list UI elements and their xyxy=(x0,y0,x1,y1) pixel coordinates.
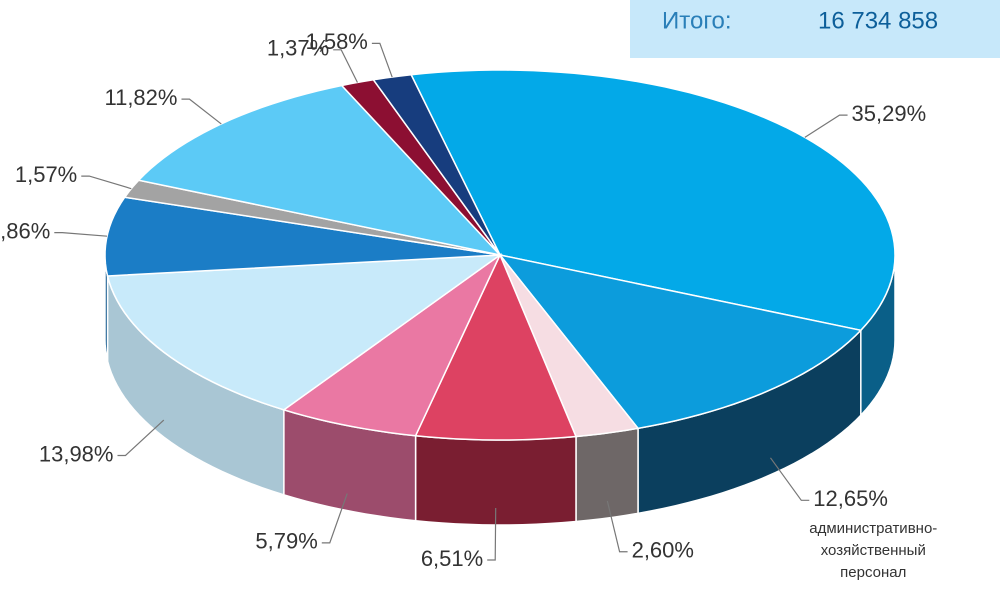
slice xyxy=(414,253,578,441)
total-value: 16 734 858 xyxy=(818,7,938,34)
data-label: 1,57% xyxy=(15,162,77,187)
leader-line xyxy=(321,493,348,544)
total-box xyxy=(630,0,1000,58)
data-label: 6,86% xyxy=(0,218,50,243)
leader-line xyxy=(804,114,848,138)
leader-line xyxy=(54,232,108,237)
slice-side xyxy=(575,427,639,523)
leader-line xyxy=(117,419,165,457)
slice xyxy=(282,252,502,437)
category-label: административно-хозяйственный персонал xyxy=(809,520,938,582)
slice xyxy=(104,196,501,277)
leader-line xyxy=(81,175,132,190)
slice xyxy=(409,69,896,332)
leader-line xyxy=(606,500,628,553)
data-label: 6,51% xyxy=(421,546,483,571)
labels: 35,29% 12,65% 2,60% 6,51% 5,79% 13,98% 6,86% 1,… xyxy=(0,29,926,571)
leader-line xyxy=(487,507,497,561)
data-label: 1,58% xyxy=(305,29,367,54)
sides xyxy=(104,254,896,526)
leader-line xyxy=(769,457,810,501)
data-label: 35,29% xyxy=(852,101,927,126)
data-label: 2,60% xyxy=(632,538,694,563)
slice xyxy=(498,253,863,430)
leader-line xyxy=(371,42,393,78)
slice xyxy=(106,254,503,411)
data-label: 11,82% xyxy=(104,85,177,110)
data-label: 1,37% xyxy=(267,36,329,61)
leader-line xyxy=(181,98,222,125)
data-label: 13,98% xyxy=(39,441,114,466)
leader-line xyxy=(333,49,359,83)
total-label: Итого: xyxy=(662,7,732,34)
slice xyxy=(372,73,501,256)
slice xyxy=(499,254,640,438)
data-label: 5,79% xyxy=(255,529,317,554)
tops xyxy=(104,69,896,441)
data-label: 12,65% xyxy=(813,486,888,511)
